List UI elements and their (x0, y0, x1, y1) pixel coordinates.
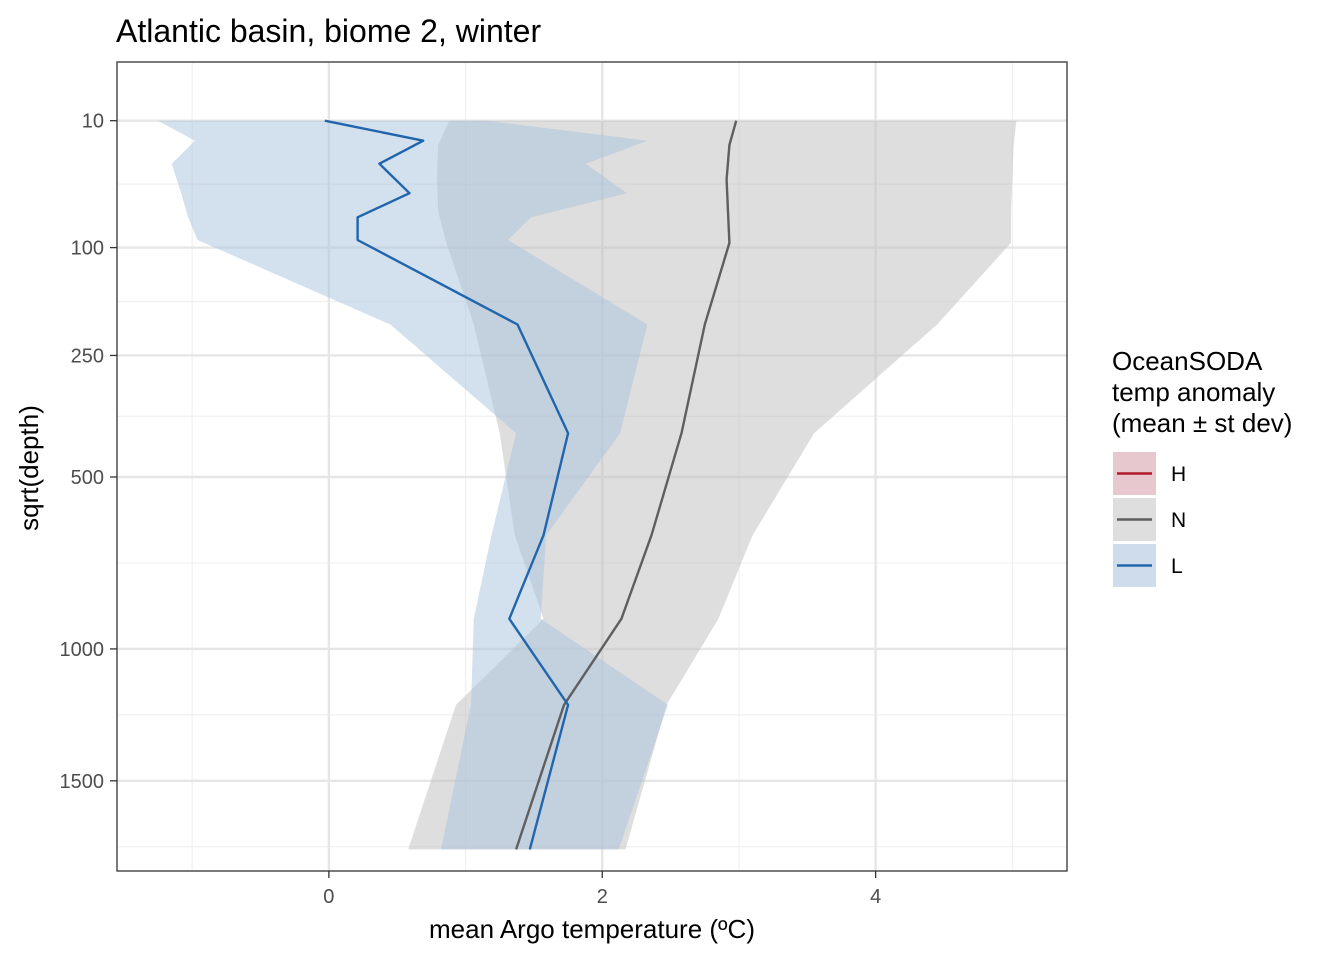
panel-border (116, 61, 1068, 872)
chart-title: Atlantic basin, biome 2, winter (116, 13, 541, 49)
plot-layers (158, 119, 1017, 850)
line-n (514, 120, 738, 850)
x-tick-label: 4 (870, 886, 881, 908)
axes: 0 2 4 10 100 250 500 1000 1500 (60, 111, 882, 908)
y-tick-label: 250 (71, 345, 104, 367)
legend-label-h: H (1171, 463, 1186, 486)
legend-label-n: N (1171, 509, 1186, 532)
legend-label-l: L (1171, 555, 1183, 578)
legend-title: (mean ± st dev) (1112, 408, 1292, 438)
line-l (324, 119, 570, 850)
ribbon-l (158, 120, 668, 850)
y-tick-label: 10 (82, 111, 104, 133)
x-tick-label: 0 (323, 886, 334, 908)
y-axis-label: sqrt(depth) (14, 405, 44, 531)
legend-title: OceanSODA (1112, 346, 1263, 376)
y-tick-label: 1000 (60, 639, 105, 661)
x-tick-label: 2 (597, 886, 608, 908)
y-tick-label: 100 (71, 238, 104, 260)
x-axis-label: mean Argo temperature (ºC) (429, 914, 755, 944)
legend-title: temp anomaly (1112, 377, 1275, 407)
y-tick-label: 1500 (60, 771, 105, 793)
y-tick-label: 500 (71, 467, 104, 489)
